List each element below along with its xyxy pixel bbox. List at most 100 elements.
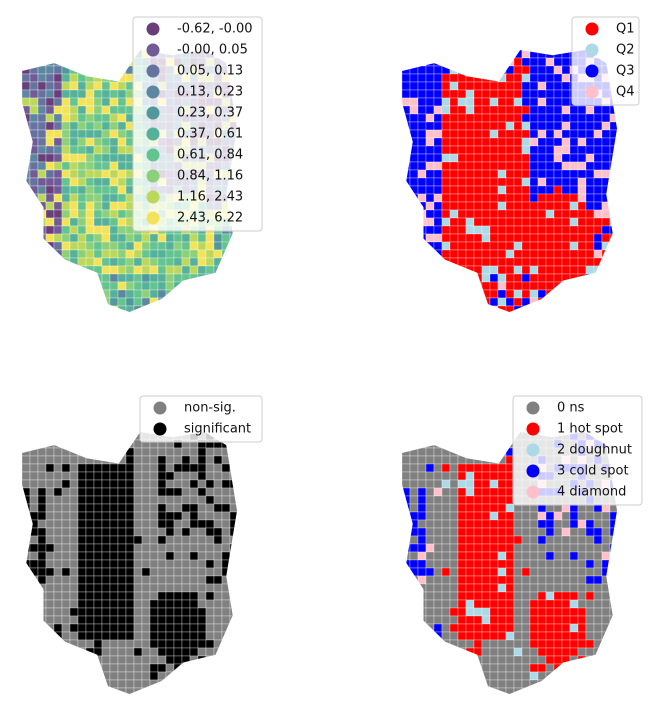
region [61,623,71,633]
region [561,297,571,307]
region [505,73,515,83]
region [545,153,555,163]
region [205,511,215,521]
region [481,113,491,123]
region [69,209,79,219]
region [29,305,39,312]
region [141,297,151,307]
region [481,487,491,497]
region [425,439,435,449]
region [585,591,595,601]
region [53,615,63,625]
region [53,487,63,497]
region [45,169,55,179]
region [569,257,579,267]
region [417,241,427,251]
region [117,177,127,187]
region [157,273,167,283]
region [585,615,595,625]
region [402,559,411,569]
region [409,241,419,251]
region [457,105,467,115]
region [205,615,215,625]
region [93,185,103,195]
region [489,543,499,553]
region [497,503,507,513]
region [505,551,515,561]
region [29,289,39,299]
region [69,615,79,625]
region [69,487,79,497]
region [545,583,555,593]
region [513,217,523,227]
region [505,209,515,219]
region [449,65,459,75]
region [93,487,103,497]
region [61,209,71,219]
region [85,463,95,473]
region [473,575,483,585]
region [513,81,523,91]
region [53,583,63,593]
region [537,687,547,694]
region [61,551,71,561]
region [433,73,443,83]
region [37,671,47,681]
region [53,185,63,195]
region [577,177,587,187]
region [521,305,531,312]
region [133,639,143,649]
region [553,113,563,123]
region [29,647,39,657]
region [521,153,531,163]
region [489,233,499,243]
region [85,591,95,601]
region [117,201,127,211]
region [537,297,547,307]
region [417,687,427,694]
region [77,201,87,211]
region [513,113,523,123]
region [577,663,587,673]
region [441,567,451,577]
region [425,679,435,689]
region [101,591,111,601]
region [577,671,587,681]
region [149,241,159,251]
region [489,671,499,681]
region [402,463,411,473]
region [45,97,55,107]
region [85,297,95,307]
region [197,503,207,513]
legend-marker [526,443,540,457]
region [402,607,411,617]
region [569,639,579,649]
region [109,432,119,441]
region [433,671,443,681]
region [93,65,103,75]
region [593,241,603,251]
region [101,305,111,312]
legend-marker [146,190,160,204]
region [545,623,555,633]
region [425,447,435,457]
region [529,249,539,259]
region [569,193,579,203]
region [117,161,127,171]
region [109,201,119,211]
region [189,543,199,553]
region [37,663,47,673]
region [22,273,31,283]
region [425,193,435,203]
region [197,647,207,657]
region [101,543,111,553]
region [117,607,127,617]
region [601,121,611,131]
region [537,671,547,681]
region [457,289,467,299]
region [585,687,595,694]
region [489,463,499,473]
region [213,647,223,657]
region [481,225,491,235]
region [585,241,595,251]
